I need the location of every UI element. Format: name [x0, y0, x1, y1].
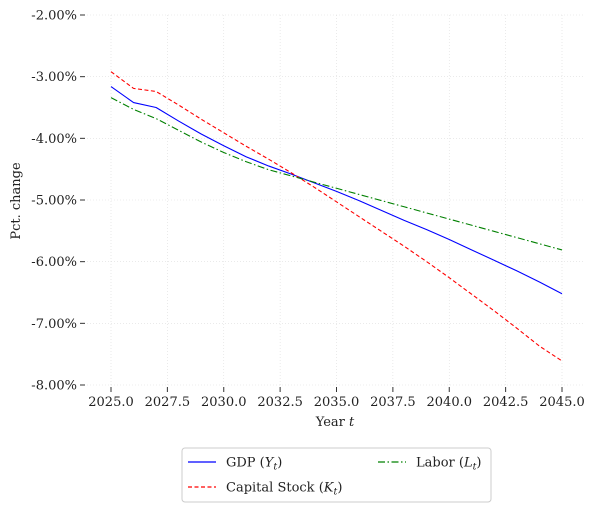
x-tick-label: 2042.5: [483, 395, 529, 410]
x-tick-label: 2037.5: [370, 395, 416, 410]
y-tick-label: -4.00%: [31, 132, 77, 147]
y-tick-label: -7.00%: [31, 317, 77, 332]
series-line: [110, 97, 563, 251]
legend-label: Capital Stock (Kt): [226, 481, 342, 498]
series-line: [110, 71, 563, 362]
x-axis: 2025.0 2027.5 2030.0 2032.5 2035.0 2037.5 2040…: [88, 387, 585, 410]
series-line: [110, 86, 563, 295]
y-tick-label: -5.00%: [31, 194, 77, 209]
y-tick-label: -2.00%: [31, 9, 77, 24]
y-tick-label: -8.00%: [31, 379, 77, 394]
legend-label: Labor (Lt): [416, 456, 482, 473]
x-axis-label: Year t: [315, 415, 355, 430]
y-axis-label: Pct. change: [9, 162, 24, 240]
y-axis: -2.00% -3.00% -4.00% -5.00% -6.00% -7.00% -8.0…: [31, 9, 85, 394]
y-tick-label: -6.00%: [31, 255, 77, 270]
legend: GDP (Yt) Capital Stock (Kt) Labor (Lt): [181, 447, 492, 503]
x-tick-label: 2032.5: [257, 395, 303, 410]
x-tick-label: 2030.0: [201, 395, 247, 410]
x-tick-label: 2035.0: [314, 395, 360, 410]
x-tick-label: 2045.0: [539, 395, 585, 410]
legend-frame: [181, 447, 492, 503]
x-tick-label: 2040.0: [427, 395, 473, 410]
legend-label: GDP (Yt): [226, 456, 282, 473]
grid: [87, 14, 584, 386]
x-tick-label: 2025.0: [88, 395, 134, 410]
y-tick-label: -3.00%: [31, 70, 77, 85]
plot-area: [110, 71, 563, 362]
x-tick-label: 2027.5: [145, 395, 191, 410]
